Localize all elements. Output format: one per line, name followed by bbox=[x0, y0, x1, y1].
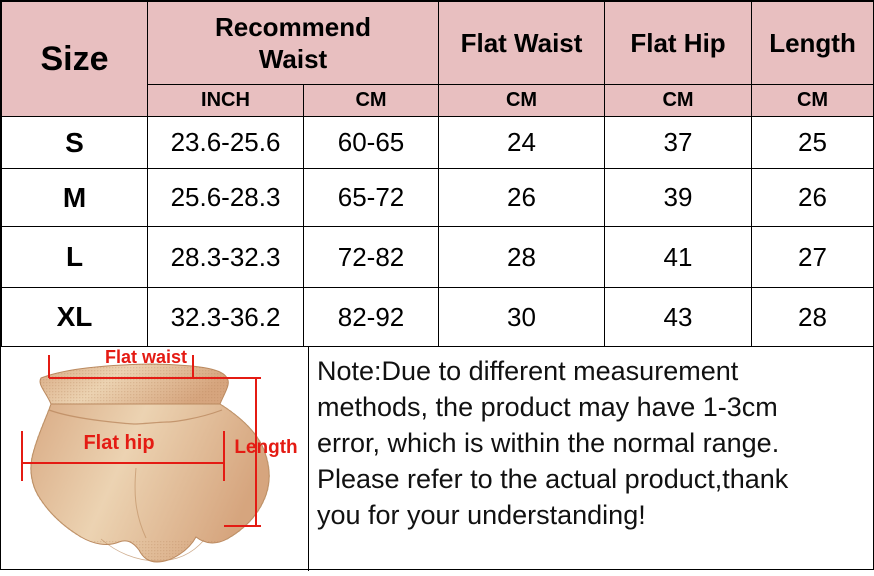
svg-text:Flat waist: Flat waist bbox=[105, 347, 187, 367]
svg-text:Length: Length bbox=[234, 437, 297, 458]
svg-text:Flat hip: Flat hip bbox=[83, 432, 154, 454]
